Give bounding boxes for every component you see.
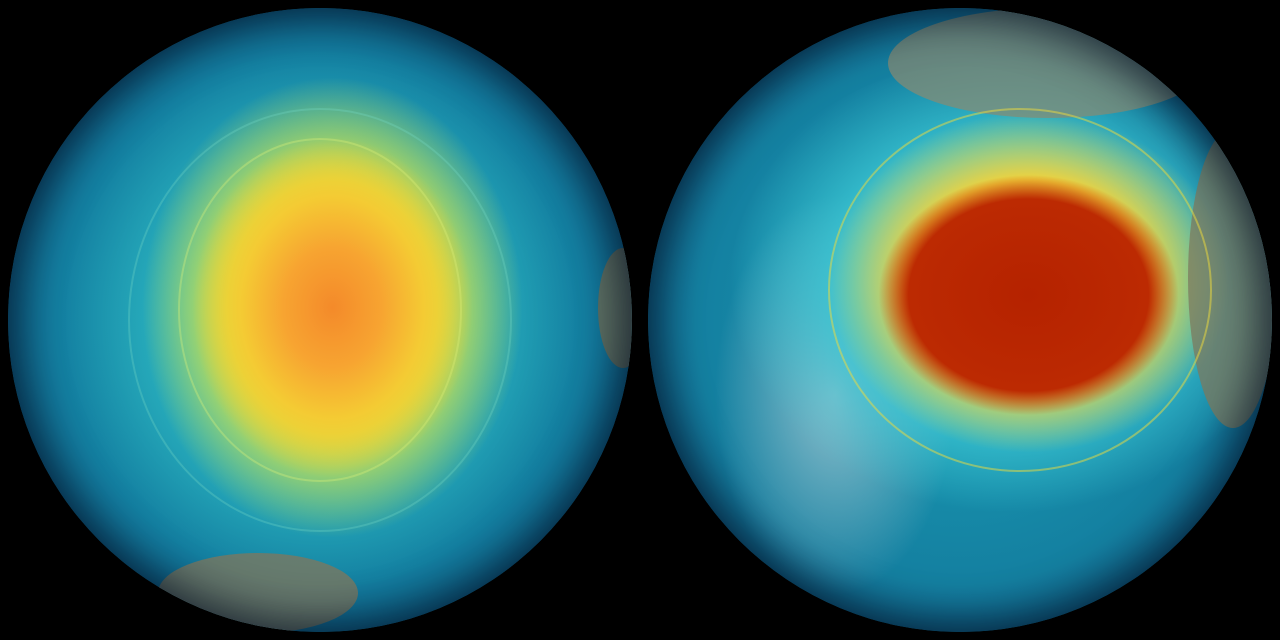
landmass bbox=[598, 248, 632, 368]
landmass bbox=[158, 553, 358, 632]
globe-shading bbox=[8, 8, 632, 632]
swirl-ring bbox=[128, 108, 512, 532]
globe-shading bbox=[648, 8, 1272, 632]
right-globe-visualization bbox=[648, 8, 1272, 632]
landmass bbox=[888, 8, 1208, 118]
swirl-ring bbox=[828, 108, 1212, 472]
left-globe-visualization bbox=[8, 8, 632, 632]
